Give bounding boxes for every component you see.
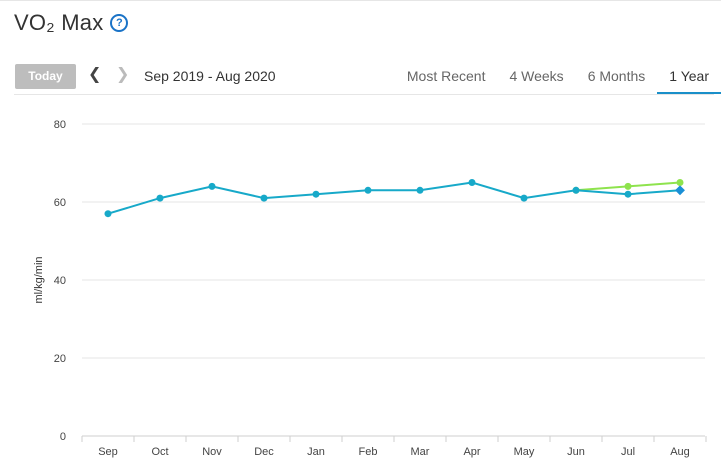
vo2-max-chart: 0 20 40 60 80 ml/kg/min Sep Oct Nov Dec Jan Feb Mar A…	[33, 119, 707, 458]
y-tick-label: 40	[54, 275, 66, 287]
title-row: VO₂ Max ?	[14, 10, 129, 36]
top-border	[0, 0, 721, 1]
series-point	[312, 190, 320, 198]
y-tick-label: 80	[54, 119, 66, 131]
series-point	[156, 194, 164, 202]
x-tick-label: Sep	[98, 446, 118, 458]
tab-most-recent[interactable]: Most Recent	[406, 68, 486, 84]
y-tick-label: 0	[60, 431, 66, 443]
series-line	[107, 181, 681, 215]
x-tick-label: Mar	[411, 446, 430, 458]
x-tick-label: Dec	[254, 446, 274, 458]
series-point	[675, 185, 685, 196]
series-point	[364, 186, 372, 194]
page-title: VO₂ Max	[14, 10, 104, 35]
y-axis-label: ml/kg/min	[33, 256, 45, 303]
x-tick-label: Nov	[202, 446, 222, 458]
series-point	[260, 194, 268, 202]
help-icon[interactable]: ?	[110, 14, 129, 32]
x-tick-label: Apr	[463, 446, 480, 458]
chevron-left-icon[interactable]: ❮	[88, 66, 102, 83]
series-point	[624, 190, 632, 198]
tab-4-weeks[interactable]: 4 Weeks	[509, 68, 564, 84]
series-point	[624, 182, 632, 190]
date-range-label: Sep 2019 - Aug 2020	[144, 68, 276, 84]
range-tabs: Most Recent 4 Weeks 6 Months 1 Year	[395, 60, 721, 94]
x-tick-label: Feb	[359, 446, 378, 458]
series-point	[520, 194, 528, 202]
x-tick-label: Jul	[621, 446, 635, 458]
series-point	[676, 179, 684, 186]
series-point	[572, 186, 580, 194]
x-tick-label: Oct	[151, 446, 168, 458]
series-point	[104, 210, 112, 218]
today-button[interactable]: Today	[15, 64, 76, 89]
chevron-right-icon[interactable]: ❯	[116, 66, 130, 83]
series-point	[208, 182, 216, 190]
series-point	[468, 179, 476, 186]
series-point	[416, 186, 424, 194]
x-tick-label: Jun	[567, 446, 585, 458]
y-tick-label: 60	[54, 197, 66, 209]
tabs-divider	[14, 94, 714, 95]
tab-6-months[interactable]: 6 Months	[587, 68, 646, 84]
x-tick-label: May	[514, 446, 535, 458]
x-tick-label: Jan	[307, 446, 325, 458]
y-tick-label: 20	[54, 353, 66, 365]
tab-1-year[interactable]: 1 Year	[657, 60, 721, 94]
x-tick-label: Aug	[670, 446, 690, 458]
